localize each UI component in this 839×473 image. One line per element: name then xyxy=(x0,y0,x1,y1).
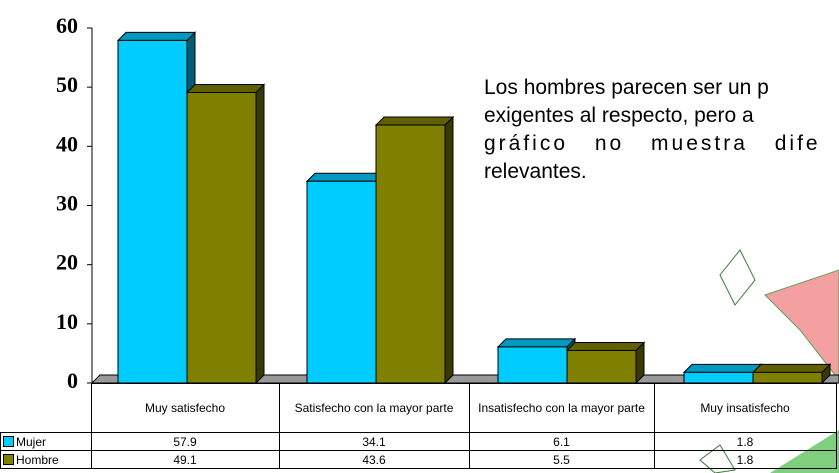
legend-cell: Mujer xyxy=(0,432,92,451)
bar-top xyxy=(751,363,832,373)
legend-label: Mujer xyxy=(16,434,47,449)
bar xyxy=(566,349,637,384)
annotation-line: Los hombres parecen ser un p xyxy=(484,76,769,99)
bar-side xyxy=(255,83,265,385)
decor-shape xyxy=(764,269,839,381)
table-value: 43.6 xyxy=(278,450,470,469)
category-label: Muy satisfecho xyxy=(90,383,280,433)
bar xyxy=(497,346,568,384)
y-tick-label: 50 xyxy=(56,72,78,97)
data-table: Muy satisfecho Satisfecho con la mayor pa… xyxy=(0,383,837,469)
bar-top xyxy=(496,338,577,348)
decor-diamond xyxy=(719,249,756,306)
table-value: 57.9 xyxy=(90,432,280,451)
bar xyxy=(117,39,188,384)
table-value: 6.1 xyxy=(468,432,655,451)
legend-key xyxy=(3,435,14,447)
legend-label: Hombre xyxy=(16,452,59,467)
table-row: Mujer 57.9 34.1 6.1 1.8 xyxy=(0,432,837,451)
table-value: 5.5 xyxy=(468,450,655,469)
table-value: 34.1 xyxy=(278,432,470,451)
bar-side xyxy=(444,115,454,385)
table-value: 1.8 xyxy=(653,432,837,451)
y-tick-label: 60 xyxy=(56,13,78,38)
annotation-line: exigentes al respecto, pero a xyxy=(484,104,754,127)
annotation-line: relevantes. xyxy=(484,160,587,183)
annotation: Los hombres parecen ser un p exigentes al… xyxy=(484,74,821,186)
bar xyxy=(683,371,754,384)
legend-key xyxy=(3,453,14,465)
y-tick-label: 20 xyxy=(56,250,78,275)
bar-top xyxy=(116,31,197,41)
y-tick-label: 30 xyxy=(56,191,78,216)
bar xyxy=(752,371,823,384)
category-label: Insatisfecho con la mayor parte xyxy=(468,383,655,433)
bar-top xyxy=(374,116,455,126)
bar-top xyxy=(185,83,266,93)
table-value: 1.8 xyxy=(653,450,837,469)
bar xyxy=(186,91,257,384)
category-label: Muy insatisfecho xyxy=(653,383,837,433)
y-tick-label: 0 xyxy=(67,368,78,393)
table-header-row: Muy satisfecho Satisfecho con la mayor pa… xyxy=(0,383,837,433)
table-row: Hombre 49.1 43.6 5.5 1.8 xyxy=(0,450,837,469)
category-label: Satisfecho con la mayor parte xyxy=(278,383,470,433)
legend-cell: Hombre xyxy=(0,450,92,469)
table-value: 49.1 xyxy=(90,450,280,469)
y-tick-label: 10 xyxy=(56,309,78,334)
bar xyxy=(375,124,446,384)
bar xyxy=(306,180,377,384)
bar-top xyxy=(682,363,763,373)
table-corner xyxy=(0,383,92,433)
annotation-line: gráfico no muestra dife xyxy=(484,132,821,155)
bar-top xyxy=(565,341,646,351)
bar-top xyxy=(305,172,386,182)
y-tick-label: 40 xyxy=(56,131,78,156)
